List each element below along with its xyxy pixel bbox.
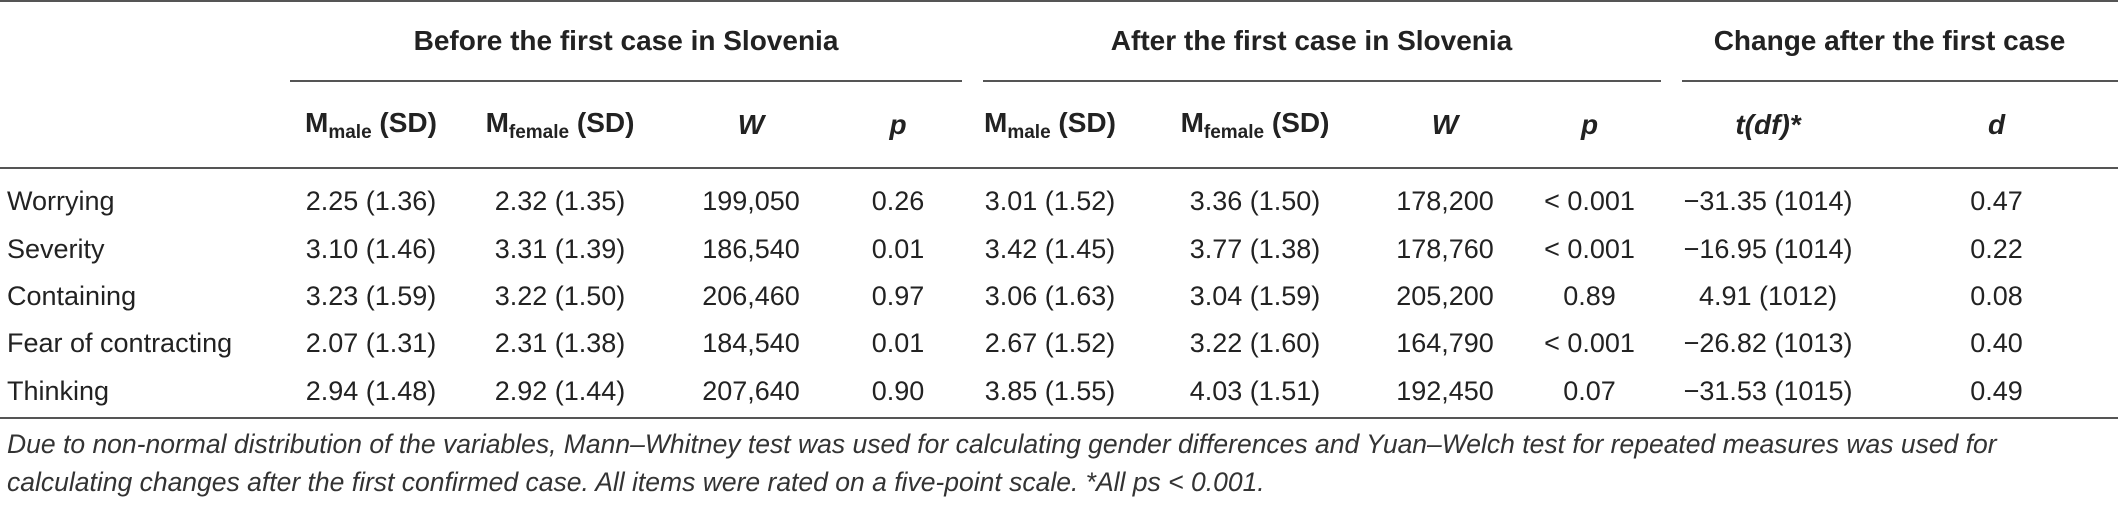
header-d: d: [1987, 109, 2006, 140]
header-bottom-rule: [0, 167, 2118, 169]
group-header-after: After the first case in Slovenia: [1110, 25, 1513, 56]
before-w-cell: 186,540: [702, 233, 800, 264]
table-row: Worrying 2.25 (1.36) 2.32 (1.35) 199,050…: [0, 168, 2118, 225]
after-female-cell: 4.03 (1.51): [1189, 375, 1321, 406]
header-before-p: p: [889, 109, 907, 140]
before-w-cell: 184,540: [702, 328, 800, 359]
before-female-cell: 2.92 (1.44): [494, 375, 626, 406]
header-after-p: p: [1580, 109, 1599, 140]
before-w-cell: 207,640: [702, 375, 800, 406]
header-after-m-female: Mfemale (SD): [1180, 106, 1330, 143]
header-before-m-male: Mmale (SD): [305, 106, 437, 143]
t-df-cell: −16.95 (1014): [1683, 233, 1853, 264]
after-female-cell: 3.77 (1.38): [1189, 233, 1321, 264]
t-df-cell: −31.35 (1014): [1683, 186, 1853, 217]
d-cell: 0.49: [1970, 375, 2023, 406]
after-w-cell: 205,200: [1396, 280, 1494, 311]
before-male-cell: 3.10 (1.46): [305, 233, 437, 264]
column-header-row: Mmale (SD) Mfemale (SD) W p Mmale (SD) M…: [0, 82, 2118, 168]
empty-label-header: [0, 82, 290, 168]
header-after-m-male: Mmale (SD): [984, 106, 1116, 143]
after-male-cell: 3.85 (1.55): [984, 375, 1116, 406]
row-label: Severity: [7, 233, 105, 264]
after-p-cell: < 0.001: [1544, 233, 1635, 264]
after-p-cell: < 0.001: [1544, 328, 1635, 359]
after-male-cell: 2.67 (1.52): [984, 328, 1116, 359]
before-female-cell: 3.31 (1.39): [494, 233, 626, 264]
group-header-row: Before the first case in Slovenia After …: [0, 0, 2118, 82]
group-header-change: Change after the first case: [1713, 25, 2066, 56]
after-p-cell: 0.07: [1563, 375, 1616, 406]
after-male-cell: 3.01 (1.52): [984, 186, 1116, 217]
before-male-cell: 2.25 (1.36): [305, 186, 437, 217]
after-w-cell: 164,790: [1396, 328, 1494, 359]
before-p-cell: 0.01: [871, 233, 925, 264]
results-table: Before the first case in Slovenia After …: [0, 0, 2118, 415]
t-df-cell: −26.82 (1013): [1683, 328, 1853, 359]
after-p-cell: < 0.001: [1544, 186, 1635, 217]
before-p-cell: 0.01: [871, 328, 925, 359]
group-underline-after: [983, 80, 1661, 82]
t-df-cell: −31.53 (1015): [1683, 375, 1853, 406]
top-rule: [0, 0, 2118, 2]
table-row: Thinking 2.94 (1.48) 2.92 (1.44) 207,640…: [0, 368, 2118, 415]
before-male-cell: 2.07 (1.31): [305, 328, 437, 359]
header-before-w: W: [737, 109, 765, 140]
before-male-cell: 3.23 (1.59): [305, 280, 437, 311]
before-p-cell: 0.26: [871, 186, 925, 217]
before-female-cell: 2.31 (1.38): [494, 328, 626, 359]
row-label: Containing: [7, 280, 137, 311]
after-male-cell: 3.42 (1.45): [984, 233, 1116, 264]
after-female-cell: 3.04 (1.59): [1189, 280, 1321, 311]
after-male-cell: 3.06 (1.63): [984, 280, 1116, 311]
header-after-w: W: [1431, 109, 1459, 140]
header-before-m-female: Mfemale (SD): [485, 106, 635, 143]
row-label: Worrying: [7, 186, 115, 217]
row-label: Fear of contracting: [7, 328, 233, 359]
table-footnote: Due to non-normal distribution of the va…: [7, 429, 1997, 497]
before-female-cell: 2.32 (1.35): [494, 186, 626, 217]
before-male-cell: 2.94 (1.48): [305, 375, 437, 406]
body-bottom-rule: [0, 417, 2118, 419]
after-female-cell: 3.22 (1.60): [1189, 328, 1321, 359]
d-cell: 0.47: [1970, 186, 2023, 217]
group-underline-before: [290, 80, 962, 82]
group-underline-change: [1682, 80, 2118, 82]
d-cell: 0.08: [1970, 280, 2023, 311]
d-cell: 0.22: [1970, 233, 2023, 264]
after-w-cell: 178,200: [1396, 186, 1494, 217]
after-w-cell: 178,760: [1396, 233, 1494, 264]
table-row: Containing 3.23 (1.59) 3.22 (1.50) 206,4…: [0, 273, 2118, 320]
header-t-df: t(df)*: [1735, 109, 1801, 140]
table-row: Fear of contracting 2.07 (1.31) 2.31 (1.…: [0, 320, 2118, 367]
row-label: Thinking: [7, 375, 110, 406]
t-df-cell: 4.91 (1012): [1698, 280, 1838, 311]
group-header-before: Before the first case in Slovenia: [413, 25, 839, 56]
before-p-cell: 0.90: [871, 375, 925, 406]
before-female-cell: 3.22 (1.50): [494, 280, 626, 311]
before-w-cell: 206,460: [702, 280, 800, 311]
empty-corner-cell: [0, 0, 290, 82]
before-w-cell: 199,050: [702, 186, 800, 217]
table-row: Severity 3.10 (1.46) 3.31 (1.39) 186,540…: [0, 225, 2118, 272]
after-p-cell: 0.89: [1563, 280, 1616, 311]
d-cell: 0.40: [1970, 328, 2023, 359]
after-female-cell: 3.36 (1.50): [1189, 186, 1321, 217]
after-w-cell: 192,450: [1396, 375, 1494, 406]
before-p-cell: 0.97: [871, 280, 925, 311]
